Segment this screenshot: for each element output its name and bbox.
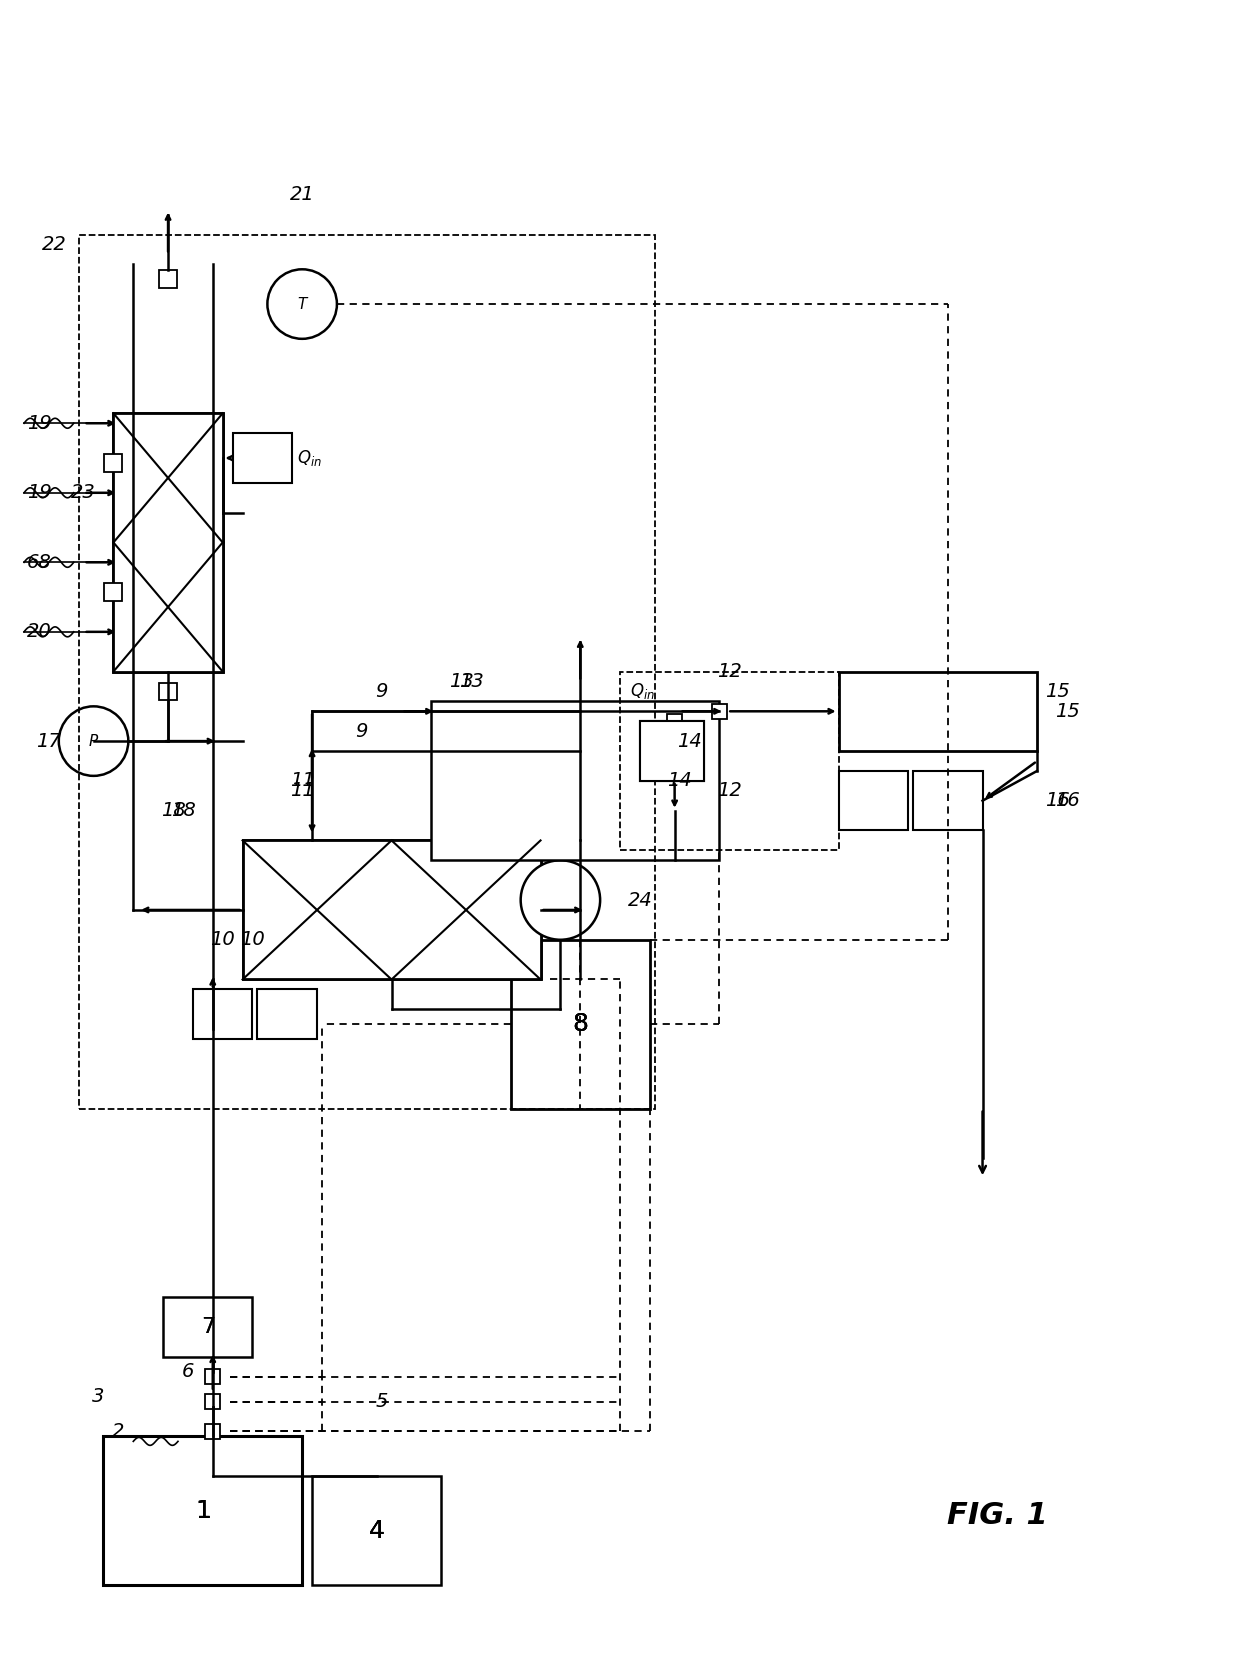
Bar [193, 990, 253, 1040]
Text: 9: 9 [376, 683, 388, 701]
Text: 18: 18 [171, 801, 196, 821]
Text: 24: 24 [627, 890, 652, 910]
Bar [913, 771, 982, 830]
Bar [159, 683, 177, 701]
Text: 7: 7 [201, 1317, 215, 1337]
Text: 4: 4 [368, 1518, 384, 1543]
Bar [258, 990, 317, 1040]
Bar [104, 583, 123, 601]
Text: 19: 19 [26, 414, 51, 434]
Bar [312, 1477, 441, 1585]
Text: T: T [298, 297, 306, 312]
Text: 18: 18 [161, 801, 186, 821]
Text: $Q_{in}$: $Q_{in}$ [630, 681, 655, 701]
Circle shape [521, 860, 600, 940]
Bar [640, 721, 704, 781]
Text: 1: 1 [195, 1498, 211, 1523]
Bar [113, 414, 223, 671]
Bar [243, 840, 541, 980]
Bar [113, 414, 223, 543]
Text: 14: 14 [677, 731, 702, 751]
Bar [113, 543, 223, 671]
Text: 1: 1 [195, 1498, 211, 1523]
Text: 17: 17 [36, 731, 61, 751]
Text: 7: 7 [201, 1317, 215, 1337]
Text: 5: 5 [376, 1392, 388, 1412]
Bar [78, 234, 655, 1108]
Text: 6: 6 [182, 1362, 195, 1382]
Text: 1: 1 [195, 1498, 211, 1523]
Bar [206, 1369, 221, 1384]
Bar [667, 714, 682, 729]
Text: FIG. 1: FIG. 1 [947, 1502, 1048, 1530]
Text: 15: 15 [1044, 683, 1069, 701]
Bar [432, 701, 719, 860]
Text: 20: 20 [26, 623, 51, 641]
Text: 3: 3 [92, 1387, 104, 1407]
Bar [233, 434, 293, 483]
Text: 8: 8 [573, 1012, 588, 1036]
Text: 12: 12 [717, 781, 742, 801]
Text: 14: 14 [667, 771, 692, 791]
Text: 10: 10 [241, 930, 265, 948]
Text: 11: 11 [290, 771, 315, 791]
Text: P: P [89, 734, 98, 749]
Bar [838, 671, 1037, 751]
Text: $Q_{in}$: $Q_{in}$ [298, 448, 322, 468]
Bar [164, 1297, 253, 1357]
Bar [838, 771, 908, 830]
Text: 12: 12 [717, 663, 742, 681]
Text: 10: 10 [211, 930, 236, 948]
Text: 4: 4 [368, 1518, 384, 1543]
Text: 8: 8 [573, 1012, 588, 1036]
Circle shape [268, 269, 337, 339]
Text: 11: 11 [290, 781, 315, 801]
Text: 4: 4 [368, 1518, 384, 1543]
Bar [104, 453, 123, 472]
Bar [206, 1423, 221, 1438]
Bar [159, 271, 177, 287]
Text: 68: 68 [26, 553, 51, 571]
Bar [712, 704, 727, 719]
Text: 13: 13 [459, 673, 484, 691]
Circle shape [58, 706, 128, 776]
Text: 15: 15 [1054, 703, 1079, 721]
Bar [206, 1394, 221, 1409]
Bar [243, 840, 392, 980]
Bar [392, 840, 541, 980]
Text: 22: 22 [41, 234, 66, 254]
Text: 8: 8 [573, 1012, 588, 1036]
Text: 2: 2 [112, 1422, 124, 1442]
Bar [511, 940, 650, 1108]
Bar [620, 671, 838, 850]
Text: 9: 9 [356, 721, 368, 741]
Bar [103, 1437, 303, 1585]
Text: 23: 23 [71, 483, 95, 502]
Text: 19: 19 [26, 483, 51, 502]
Bar [640, 721, 704, 781]
Text: 16: 16 [1044, 791, 1069, 811]
Text: 13: 13 [449, 673, 474, 691]
Text: 21: 21 [290, 186, 315, 204]
Text: 16: 16 [1054, 791, 1079, 811]
